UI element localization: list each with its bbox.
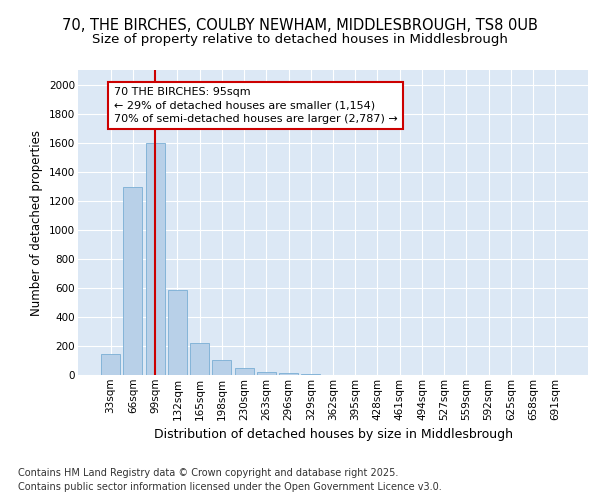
- Bar: [190, 343, 209, 375]
- Bar: [168, 290, 187, 375]
- Bar: [212, 360, 231, 375]
- Bar: [124, 187, 142, 375]
- Text: 70 THE BIRCHES: 95sqm
← 29% of detached houses are smaller (1,154)
70% of semi-d: 70 THE BIRCHES: 95sqm ← 29% of detached …: [114, 88, 398, 124]
- X-axis label: Distribution of detached houses by size in Middlesbrough: Distribution of detached houses by size …: [154, 428, 512, 441]
- Bar: [235, 368, 254, 375]
- Text: Contains HM Land Registry data © Crown copyright and database right 2025.: Contains HM Land Registry data © Crown c…: [18, 468, 398, 477]
- Bar: [101, 354, 120, 375]
- Bar: [146, 144, 164, 375]
- Text: 70, THE BIRCHES, COULBY NEWHAM, MIDDLESBROUGH, TS8 0UB: 70, THE BIRCHES, COULBY NEWHAM, MIDDLESB…: [62, 18, 538, 32]
- Bar: [279, 374, 298, 375]
- Y-axis label: Number of detached properties: Number of detached properties: [31, 130, 43, 316]
- Text: Contains public sector information licensed under the Open Government Licence v3: Contains public sector information licen…: [18, 482, 442, 492]
- Text: Size of property relative to detached houses in Middlesbrough: Size of property relative to detached ho…: [92, 32, 508, 46]
- Bar: [257, 372, 276, 375]
- Bar: [301, 374, 320, 375]
